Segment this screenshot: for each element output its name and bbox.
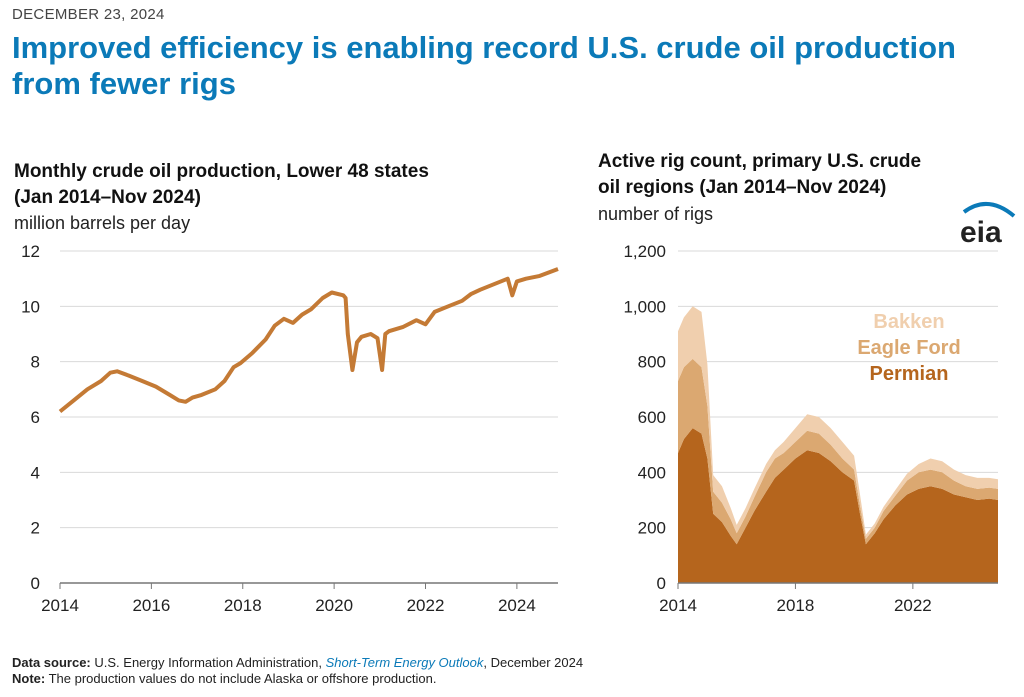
- left-chart-title-line1: Monthly crude oil production, Lower 48 s…: [14, 161, 429, 182]
- left-chart-title-line2: (Jan 2014–Nov 2024): [14, 187, 201, 208]
- production-y-tick-label: 10: [21, 297, 40, 316]
- source-suffix: , December 2024: [483, 655, 584, 670]
- production-line: [58, 267, 559, 414]
- legend-label-eagle-ford: Eagle Ford: [857, 337, 960, 359]
- rig-count-area-permian: [678, 428, 998, 583]
- rig-count-x-tick-label: 2014: [659, 596, 697, 615]
- rig-count-x-ticks: 2014 2018 2022: [659, 582, 998, 615]
- rig-count-legend: Bakken Eagle Ford Permian: [857, 311, 960, 385]
- left-chart-title: Monthly crude oil production, Lower 48 s…: [14, 159, 429, 211]
- right-chart-title-line2: oil regions (Jan 2014–Nov 2024): [598, 177, 887, 198]
- report-date: DECEMBER 23, 2024: [12, 6, 165, 23]
- rig-count-y-tick-label: 1,200: [623, 242, 666, 261]
- eia-logo-swoosh-icon: [962, 202, 1016, 218]
- note-label: Note:: [12, 671, 46, 686]
- production-x-tick-label: 2016: [132, 596, 170, 615]
- source-link[interactable]: Short-Term Energy Outlook: [325, 655, 484, 670]
- production-y-ticks: 0 2 4 6 8 10 12: [21, 242, 40, 593]
- production-y-tick-label: 8: [31, 353, 40, 372]
- rig-count-y-tick-label: 800: [638, 353, 666, 372]
- rig-count-x-tick-label: 2018: [777, 596, 815, 615]
- production-y-tick-label: 6: [31, 408, 40, 427]
- note: Note: The production values do not inclu…: [12, 671, 436, 686]
- rig-count-x-tick-label: 2022: [894, 596, 932, 615]
- production-y-tick-label: 12: [21, 242, 40, 261]
- rig-count-chart: 0 200 400 600 800 1,000 1,200 2014 2018 2022 Bak…: [623, 242, 998, 615]
- note-text: The production values do not include Ala…: [48, 671, 437, 686]
- rig-count-y-tick-label: 200: [638, 519, 666, 538]
- rig-count-y-tick-label: 400: [638, 463, 666, 482]
- source-text: U.S. Energy Information Administration,: [94, 655, 322, 670]
- right-chart-title-line1: Active rig count, primary U.S. crude: [598, 151, 922, 172]
- rig-count-y-tick-label: 600: [638, 408, 666, 427]
- rig-count-areas: [678, 306, 998, 583]
- production-y-tick-label: 4: [31, 463, 40, 482]
- production-x-tick-label: 2018: [224, 596, 262, 615]
- eia-logo: eia: [958, 198, 1018, 249]
- left-chart-unit: million barrels per day: [14, 213, 191, 233]
- rig-count-y-ticks: 0 200 400 600 800 1,000 1,200: [623, 242, 666, 593]
- rig-count-y-tick-label: 0: [657, 574, 666, 593]
- production-x-tick-label: 2020: [315, 596, 353, 615]
- production-y-tick-label: 0: [31, 574, 40, 593]
- production-x-tick-label: 2024: [498, 596, 536, 615]
- source-label: Data source:: [12, 655, 91, 670]
- legend-label-bakken: Bakken: [873, 311, 944, 333]
- rig-count-y-tick-label: 1,000: [623, 297, 666, 316]
- production-chart: 0 2 4 6 8 10 12 2014 2016 2018 2020 2022 2024: [21, 242, 559, 615]
- production-x-tick-label: 2022: [407, 596, 445, 615]
- production-y-tick-label: 2: [31, 519, 40, 538]
- production-grid: [60, 250, 558, 584]
- rig-count-area-eagle-ford: [678, 358, 998, 545]
- right-chart-unit: number of rigs: [598, 204, 714, 224]
- headline: Improved efficiency is enabling record U…: [12, 30, 956, 101]
- production-x-ticks: 2014 2016 2018 2020 2022 2024: [41, 583, 536, 615]
- right-chart-title: Active rig count, primary U.S. crude oil…: [598, 149, 921, 201]
- eia-logo-text: eia: [960, 216, 1002, 248]
- data-source: Data source: U.S. Energy Information Adm…: [12, 655, 583, 670]
- production-x-tick-label: 2014: [41, 596, 79, 615]
- legend-label-permian: Permian: [870, 363, 949, 385]
